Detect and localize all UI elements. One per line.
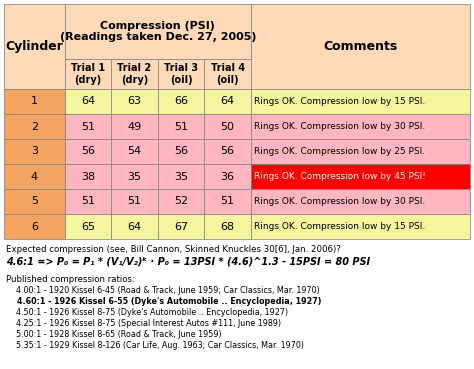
- Bar: [204, 59, 251, 89]
- Text: 51: 51: [221, 197, 235, 207]
- Bar: [111, 139, 158, 164]
- Text: 51: 51: [128, 197, 141, 207]
- Bar: [4, 189, 64, 214]
- Bar: [204, 114, 251, 139]
- Text: Published compression ratios:: Published compression ratios:: [6, 275, 135, 284]
- Text: 51: 51: [81, 197, 95, 207]
- Text: Rings OK. Compression low by 25 PSI.: Rings OK. Compression low by 25 PSI.: [254, 147, 425, 156]
- FancyBboxPatch shape: [4, 4, 470, 219]
- Bar: [204, 139, 251, 164]
- Bar: [251, 4, 470, 89]
- Text: 36: 36: [221, 172, 235, 182]
- Bar: [158, 139, 204, 164]
- Bar: [251, 214, 470, 239]
- Text: 4.60:1 - 1926 Kissel 6-55 (Dyke's Automobile .. Encyclopedia, 1927): 4.60:1 - 1926 Kissel 6-55 (Dyke's Automo…: [6, 297, 321, 306]
- Text: Rings OK. Compression low by 30 PSI.: Rings OK. Compression low by 30 PSI.: [254, 197, 425, 206]
- Bar: [111, 214, 158, 239]
- Text: 51: 51: [81, 121, 95, 131]
- Text: 56: 56: [81, 146, 95, 156]
- Bar: [64, 189, 111, 214]
- Text: 68: 68: [220, 221, 235, 231]
- Text: 51: 51: [174, 121, 188, 131]
- Bar: [4, 114, 64, 139]
- Text: 65: 65: [81, 221, 95, 231]
- Text: 35: 35: [128, 172, 141, 182]
- Bar: [158, 114, 204, 139]
- Text: Trial 4
(oil): Trial 4 (oil): [210, 63, 245, 85]
- Text: Rings OK. Compression low by 15 PSI.: Rings OK. Compression low by 15 PSI.: [254, 222, 425, 231]
- Text: 66: 66: [174, 97, 188, 107]
- Text: Rings OK. Compression low by 15 PSI.: Rings OK. Compression low by 15 PSI.: [254, 97, 425, 106]
- Text: 64: 64: [220, 97, 235, 107]
- Text: 5.00:1 - 1928 Kissel 8-65 (Road & Track, June 1959): 5.00:1 - 1928 Kissel 8-65 (Road & Track,…: [6, 330, 222, 339]
- Bar: [251, 189, 470, 214]
- Bar: [111, 114, 158, 139]
- Bar: [64, 59, 111, 89]
- Text: 4.6:1 => P₀ = P₁ * (V₁/V₂)ᵏ · P₀ = 13PSI * (4.6)^1.3 - 15PSI = 80 PSI: 4.6:1 => P₀ = P₁ * (V₁/V₂)ᵏ · P₀ = 13PSI…: [6, 257, 370, 267]
- Text: 56: 56: [221, 146, 235, 156]
- Text: 52: 52: [174, 197, 188, 207]
- Text: 56: 56: [174, 146, 188, 156]
- Text: 67: 67: [174, 221, 188, 231]
- Bar: [158, 189, 204, 214]
- Text: Trial 2
(dry): Trial 2 (dry): [118, 63, 152, 85]
- Bar: [4, 164, 64, 189]
- Text: Trial 3
(oil): Trial 3 (oil): [164, 63, 198, 85]
- Bar: [158, 214, 204, 239]
- Bar: [111, 189, 158, 214]
- Text: Expected compression (see, Bill Cannon, Skinned Knuckles 30[6], Jan. 2006)?: Expected compression (see, Bill Cannon, …: [6, 245, 341, 254]
- Text: 5.35:1 - 1929 Kissel 8-126 (Car Life, Aug. 1963; Car Classics, Mar. 1970): 5.35:1 - 1929 Kissel 8-126 (Car Life, Au…: [6, 341, 304, 350]
- Text: 38: 38: [81, 172, 95, 182]
- Text: 54: 54: [128, 146, 142, 156]
- Text: Compression (PSI)
(Readings taken Dec. 27, 2005): Compression (PSI) (Readings taken Dec. 2…: [60, 21, 256, 42]
- Bar: [64, 89, 111, 114]
- Text: Cylinder: Cylinder: [5, 40, 63, 53]
- Bar: [111, 164, 158, 189]
- Text: Trial 1
(dry): Trial 1 (dry): [71, 63, 105, 85]
- Bar: [64, 214, 111, 239]
- Bar: [204, 189, 251, 214]
- Text: 6: 6: [31, 221, 38, 231]
- Bar: [4, 214, 64, 239]
- Text: 4.25:1 - 1926 Kissel 8-75 (Special Interest Autos #111, June 1989): 4.25:1 - 1926 Kissel 8-75 (Special Inter…: [6, 319, 281, 328]
- Text: 64: 64: [81, 97, 95, 107]
- Bar: [111, 59, 158, 89]
- Text: 1: 1: [31, 97, 38, 107]
- Text: 63: 63: [128, 97, 141, 107]
- Text: 35: 35: [174, 172, 188, 182]
- Bar: [204, 164, 251, 189]
- Bar: [204, 214, 251, 239]
- Bar: [158, 89, 204, 114]
- Text: 49: 49: [128, 121, 142, 131]
- Text: Comments: Comments: [323, 40, 398, 53]
- Text: 4.50:1 - 1926 Kissel 8-75 (Dyke's Automobile .. Encyclopedia, 1927): 4.50:1 - 1926 Kissel 8-75 (Dyke's Automo…: [6, 308, 288, 317]
- Bar: [251, 89, 470, 114]
- Bar: [158, 59, 204, 89]
- Bar: [204, 89, 251, 114]
- Bar: [111, 89, 158, 114]
- Text: 4.00:1 - 1920 Kissel 6-45 (Road & Track, June 1959; Car Classics, Mar. 1970): 4.00:1 - 1920 Kissel 6-45 (Road & Track,…: [6, 286, 320, 295]
- Bar: [4, 89, 64, 114]
- Text: Rings OK. Compression low by 45 PSI!: Rings OK. Compression low by 45 PSI!: [254, 172, 426, 181]
- Bar: [64, 4, 251, 59]
- Bar: [251, 139, 470, 164]
- Bar: [251, 164, 470, 189]
- Bar: [4, 139, 64, 164]
- Text: 5: 5: [31, 197, 38, 207]
- Bar: [64, 139, 111, 164]
- Text: 4: 4: [31, 172, 38, 182]
- Text: 50: 50: [221, 121, 235, 131]
- Bar: [158, 164, 204, 189]
- Text: Rings OK. Compression low by 30 PSI.: Rings OK. Compression low by 30 PSI.: [254, 122, 425, 131]
- Bar: [4, 4, 64, 89]
- Text: 64: 64: [128, 221, 142, 231]
- Bar: [251, 114, 470, 139]
- Text: 2: 2: [31, 121, 38, 131]
- Bar: [64, 164, 111, 189]
- Text: 3: 3: [31, 146, 38, 156]
- Bar: [64, 114, 111, 139]
